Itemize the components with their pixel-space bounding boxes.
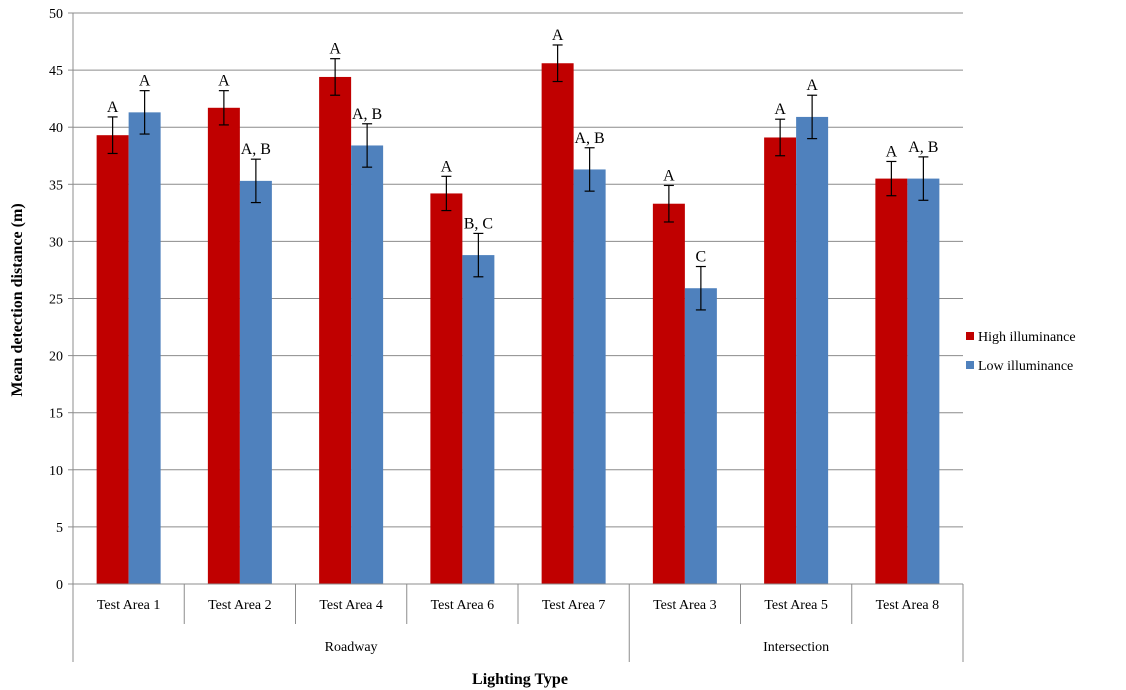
y-tick-label: 10 — [49, 464, 63, 479]
bar-low — [462, 255, 495, 584]
bar-low — [239, 180, 272, 584]
x-tick-label: Test Area 8 — [876, 598, 940, 613]
significance-label: A — [218, 73, 230, 90]
x-axis-title: Lighting Type — [472, 671, 568, 688]
bar-high — [875, 178, 908, 584]
significance-label: A, B — [241, 141, 271, 158]
y-tick-label: 20 — [49, 350, 63, 365]
bar-high — [207, 107, 240, 584]
bar-low — [128, 112, 161, 584]
significance-label: B, C — [464, 215, 493, 232]
x-tick-label: Test Area 6 — [431, 598, 495, 613]
significance-label: A — [886, 143, 898, 160]
gridlines — [68, 12, 963, 585]
bar-high — [319, 76, 352, 585]
bar-high — [96, 135, 129, 584]
bar-low — [907, 178, 940, 584]
y-tick-label: 35 — [49, 178, 63, 193]
significance-label: A — [329, 41, 341, 58]
x-tick-label: Test Area 2 — [208, 598, 272, 613]
significance-label: A, B — [352, 106, 382, 123]
x-group-label: Intersection — [763, 640, 829, 655]
bar-high — [652, 203, 685, 585]
significance-label: A — [806, 77, 818, 94]
significance-label: A, B — [908, 139, 938, 156]
bar-low — [684, 288, 717, 584]
significance-label: A — [774, 101, 786, 118]
significance-label: A — [552, 27, 564, 44]
x-tick-label: Test Area 1 — [97, 598, 161, 613]
bar-high — [764, 137, 797, 584]
y-tick-label: 5 — [56, 521, 63, 536]
x-tick-label: Test Area 5 — [764, 598, 828, 613]
bar-high — [541, 63, 574, 585]
y-tick-labels: 0 5 10 15 20 25 30 35 40 45 50 — [49, 7, 63, 593]
bar-low — [351, 145, 384, 585]
legend-swatch-low — [966, 361, 974, 369]
y-tick-label: 40 — [49, 121, 63, 136]
legend-swatch-high — [966, 332, 974, 340]
bar-low — [796, 116, 829, 584]
x-tick-label: Test Area 3 — [653, 598, 717, 613]
legend-item-low: Low illuminance — [966, 359, 1073, 374]
y-tick-label: 30 — [49, 235, 63, 250]
bar-low — [573, 169, 606, 585]
x-tick-label: Test Area 7 — [542, 598, 606, 613]
significance-label: A — [139, 73, 151, 90]
legend: High illuminance Low illuminance — [966, 330, 1076, 374]
legend-label-high: High illuminance — [978, 330, 1076, 345]
y-tick-label: 0 — [56, 578, 63, 593]
error-bars — [107, 44, 929, 311]
significance-label: C — [696, 249, 707, 266]
significance-label: A — [663, 167, 675, 184]
y-tick-label: 45 — [49, 64, 63, 79]
legend-item-high: High illuminance — [966, 330, 1076, 345]
bar-high — [430, 193, 463, 584]
significance-label: A, B — [575, 130, 605, 147]
bars — [96, 63, 940, 585]
x-group-label: Roadway — [325, 640, 378, 655]
y-tick-label: 50 — [49, 7, 63, 22]
x-category-labels: Test Area 1 Test Area 2 Test Area 4 Test Ar… — [72, 584, 964, 662]
x-tick-label: Test Area 4 — [319, 598, 383, 613]
y-axis-title: Mean detection distance (m) — [9, 203, 26, 396]
significance-labels: A A A A, B A A, B A B, C A A, B A C A A A A, B — [107, 27, 939, 266]
legend-label-low: Low illuminance — [978, 359, 1073, 374]
significance-label: A — [441, 158, 453, 175]
y-tick-label: 25 — [49, 293, 63, 308]
y-tick-label: 15 — [49, 407, 63, 422]
significance-label: A — [107, 99, 119, 116]
